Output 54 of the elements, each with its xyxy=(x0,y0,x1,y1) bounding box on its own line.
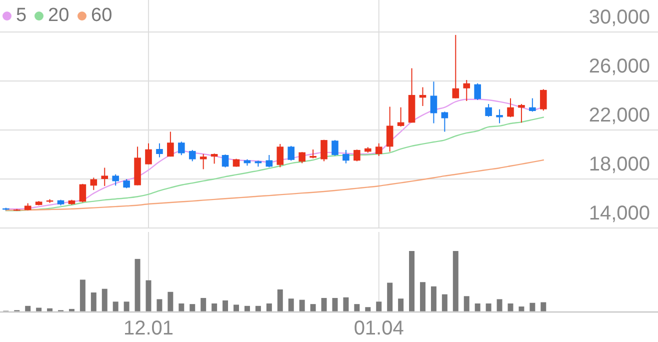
bar xyxy=(376,302,382,312)
bar xyxy=(200,298,206,312)
legend-label: 20 xyxy=(48,5,70,26)
legend-label: 5 xyxy=(16,5,27,26)
bar xyxy=(124,302,130,312)
bar xyxy=(420,282,426,312)
bar xyxy=(486,303,492,312)
y-tick-label: 18,000 xyxy=(588,153,650,176)
bar xyxy=(409,251,415,312)
bar xyxy=(234,304,239,312)
bar xyxy=(244,306,250,312)
y-tick-label: 14,000 xyxy=(588,202,650,224)
y-tick-label: 26,000 xyxy=(588,55,650,78)
bar xyxy=(496,299,502,312)
bar xyxy=(508,303,514,312)
bar xyxy=(387,282,393,312)
bar xyxy=(255,306,261,312)
bar xyxy=(321,298,327,312)
bar xyxy=(168,292,174,312)
bar xyxy=(288,298,294,312)
bar xyxy=(332,298,338,312)
bar xyxy=(178,303,184,312)
bar xyxy=(310,304,316,312)
bar xyxy=(430,286,436,312)
bar xyxy=(80,280,86,312)
bar xyxy=(190,304,196,312)
bar xyxy=(343,297,349,312)
bar xyxy=(365,307,371,312)
x-tick-label: 12.01 xyxy=(123,317,174,340)
bar xyxy=(25,306,31,312)
x-tick-label: 01.04 xyxy=(354,317,404,340)
bar xyxy=(112,302,118,312)
y-tick-label: 30,000 xyxy=(588,6,650,28)
bar xyxy=(36,308,42,312)
bar xyxy=(540,302,546,312)
bar xyxy=(222,300,228,312)
bar xyxy=(266,303,272,312)
bar xyxy=(530,302,536,312)
bar xyxy=(398,298,404,312)
bar xyxy=(354,304,360,312)
bar xyxy=(464,296,470,312)
bar xyxy=(452,251,458,312)
bar xyxy=(277,289,283,312)
bar xyxy=(156,299,162,312)
bar xyxy=(442,294,448,312)
bar xyxy=(518,306,524,312)
bar xyxy=(474,303,480,312)
bar xyxy=(299,300,305,312)
bar xyxy=(90,292,96,312)
bar xyxy=(212,303,218,312)
bar xyxy=(134,258,140,312)
bar xyxy=(102,288,108,312)
legend-label: 60 xyxy=(91,5,112,26)
y-tick-label: 22,000 xyxy=(588,104,650,126)
